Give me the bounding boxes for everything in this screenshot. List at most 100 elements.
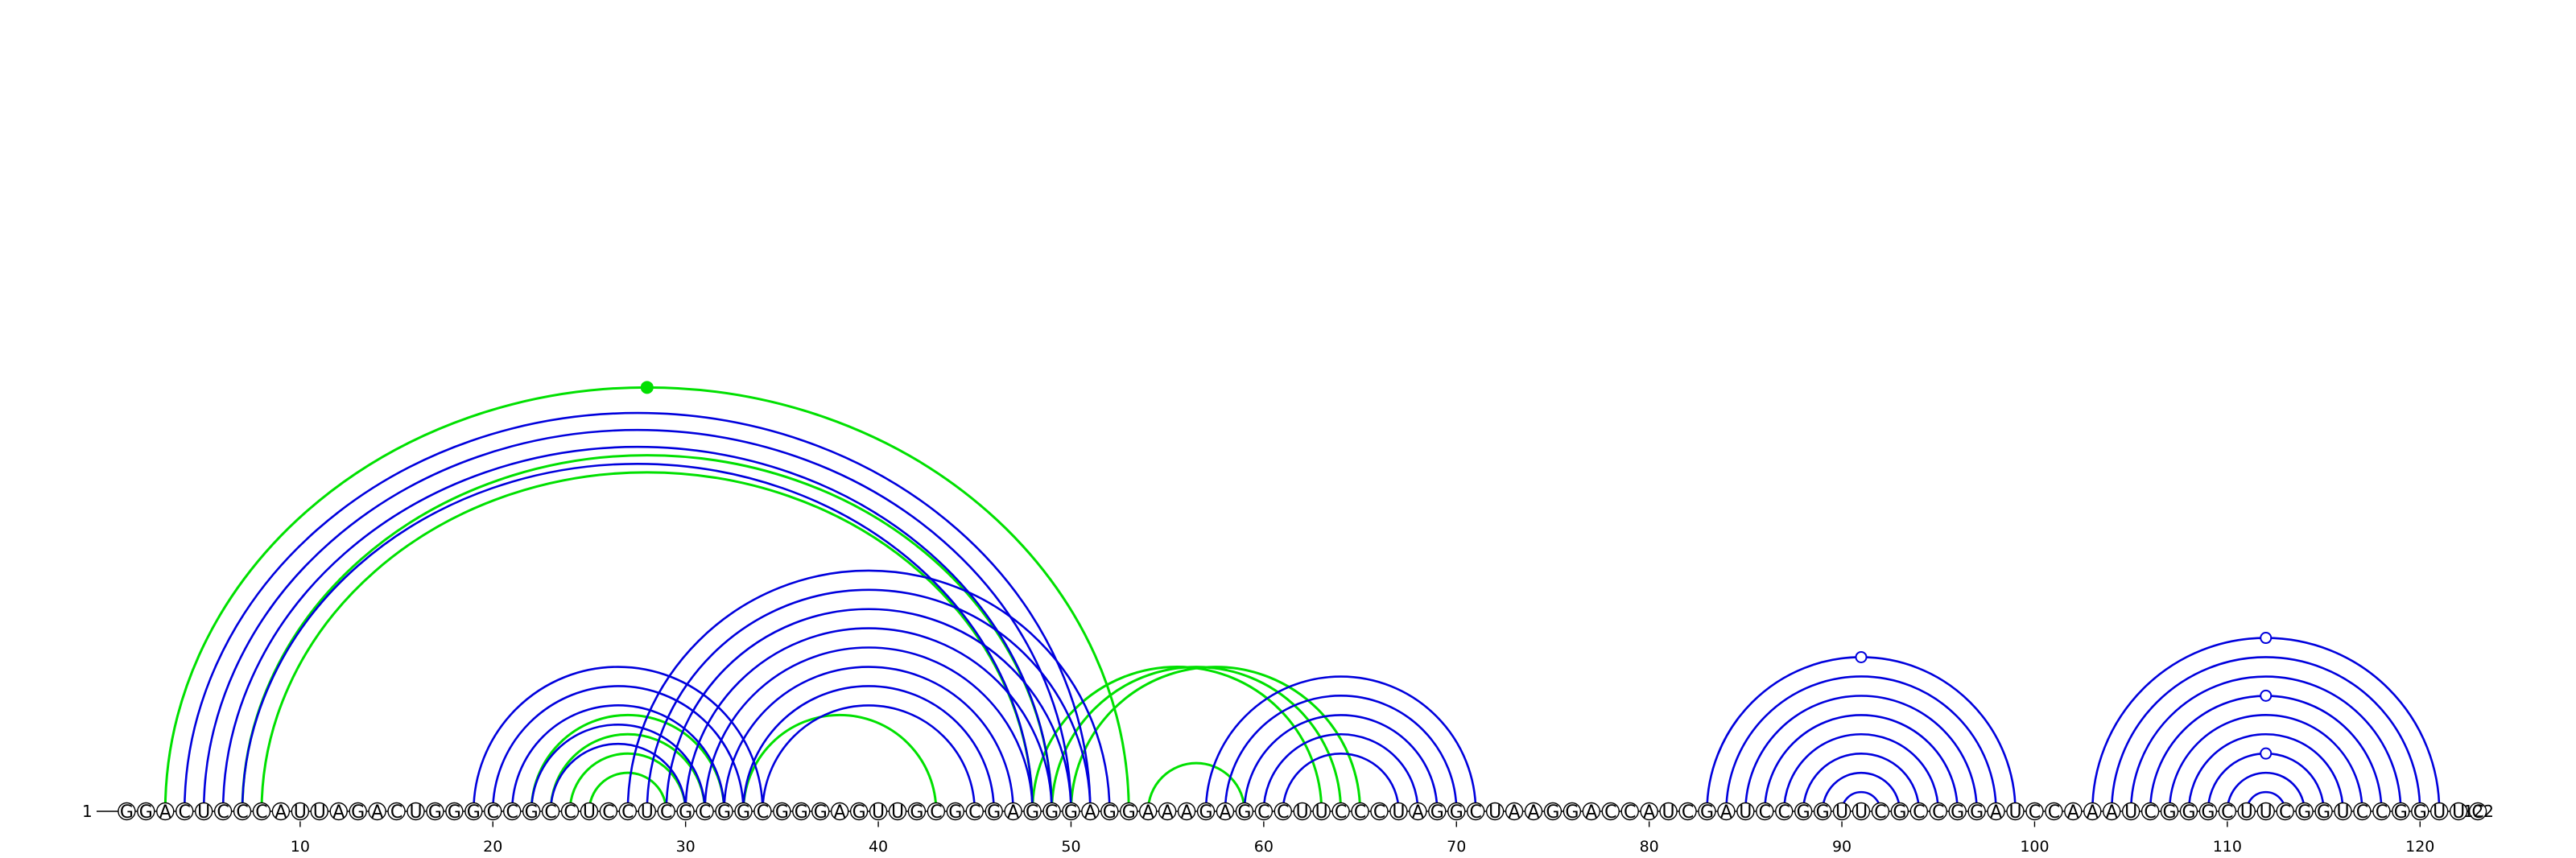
nucleotide-letter: A [332,802,345,823]
nucleotide-letter: G [351,802,365,823]
nucleotide-letter: G [1893,802,1906,823]
nucleotide-letter: C [390,802,402,823]
nucleotide: A [830,802,849,823]
nucleotide-circle [1254,802,1274,821]
nucleotide-letter: G [1237,802,1251,823]
nucleotide-letter: A [1181,802,1193,823]
nucleotide-circle [1485,802,1505,821]
nucleotide-circle [849,802,869,821]
nucleotide: U [2121,802,2140,823]
base-pair-arc [1802,752,1921,812]
nucleotide-circle [1293,802,1311,821]
nucleotide: A [1081,802,1100,823]
nucleotide-letter: G [525,802,539,823]
nucleotide-letter: U [2008,802,2021,823]
nucleotide: C [965,802,984,823]
nucleotide: C [657,802,675,823]
nucleotide: G [849,802,869,823]
nucleotide: G [734,802,753,823]
nucleotide-circle [1331,802,1350,821]
nucleotide-letter: A [1527,802,1539,823]
nucleotide-circle [618,802,638,821]
nucleotide-circle [2140,802,2160,821]
nucleotide: A [1216,802,1235,823]
nucleotide-circle [1659,802,1678,821]
nucleotide-circle [291,802,310,821]
nucleotide-letter: A [1007,802,1019,823]
nucleotide: G [1042,802,1061,823]
nucleotide-circle [2179,802,2198,821]
nucleotide: C [1274,802,1293,823]
base-pair-arc [1725,675,1997,812]
nucleotide: U [407,802,425,823]
base-pair-arc [1744,695,1978,812]
nucleotide-circle [657,802,675,821]
nucleotide: C [213,802,233,823]
base-pair-arc [626,569,1111,812]
nucleotide-circle [310,802,328,821]
nucleotide-letter: G [717,802,731,823]
nucleotide-letter: A [1412,802,1424,823]
nucleotide-letter: G [448,802,461,823]
nucleotide: G [811,802,830,823]
nucleotide-letter: G [2297,802,2311,823]
base-pair-arc [2110,656,2421,812]
nucleotide-letter: U [1392,802,1405,823]
nucleotide-letter: C [602,802,614,823]
nucleotide-letter: G [795,802,808,823]
nucleotide: G [2314,802,2333,823]
nucleotide-circle [1987,802,2005,821]
base-pair-arc [684,627,1053,812]
nucleotide-letter: G [2394,802,2408,823]
nucleotide-letter: G [775,802,789,823]
nucleotide: G [464,802,483,823]
nucleotide-circle [1852,802,1871,821]
nucleotide: C [927,802,946,823]
nucleotide-circle [1524,802,1543,821]
nucleotide-circle [734,802,753,821]
nucleotide-letter: G [428,802,442,823]
arc-marker [2260,747,2273,760]
nucleotide-letter: C [968,802,980,823]
nucleotide: G [1890,802,1909,823]
nucleotide-circle [2256,802,2275,821]
arcs-structure-a [183,411,2441,812]
nucleotide-circle [1909,802,1929,821]
nucleotide-circle [329,802,348,821]
nucleotide-letter: U [641,802,654,823]
nucleotide-letter: G [2163,802,2177,823]
nucleotide: A [271,802,291,823]
nucleotide-circle [830,802,849,821]
nucleotide-letter: G [467,802,481,823]
nucleotide: C [618,802,638,823]
nucleotide: C [753,802,772,823]
nucleotide-circle [1177,802,1196,821]
nucleotide-letter: G [1199,802,1213,823]
nucleotide-circle [1216,802,1235,821]
nucleotide-letter: U [1315,802,1328,823]
nucleotide-circle [1466,802,1485,821]
nucleotide-circle [2006,802,2025,821]
nucleotide: C [560,802,580,823]
nucleotide: C [1775,802,1794,823]
nucleotide-letter: C [2471,802,2483,823]
nucleotide: C [1909,802,1929,823]
nucleotide-circle [2045,802,2063,821]
nucleotide-letter: G [1816,802,1830,823]
nucleotide-circle [1447,802,1466,821]
nucleotide: G [1447,802,1466,823]
nucleotide-letter: C [564,802,576,823]
nucleotide-letter: C [1257,802,1269,823]
nucleotide-letter: C [1913,802,1925,823]
nucleotide: G [1794,802,1813,823]
nucleotide-circle [1736,802,1755,821]
nucleotide-letter: C [2356,802,2368,823]
nucleotide-circle [484,802,502,821]
nucleotide: C [387,802,406,823]
nucleotide-circle [271,802,291,821]
nucleotide-circle [907,802,927,821]
nucleotide-circle [1717,802,1736,821]
nucleotide-circle [1967,802,1986,821]
nucleotide-circle [1023,802,1042,821]
